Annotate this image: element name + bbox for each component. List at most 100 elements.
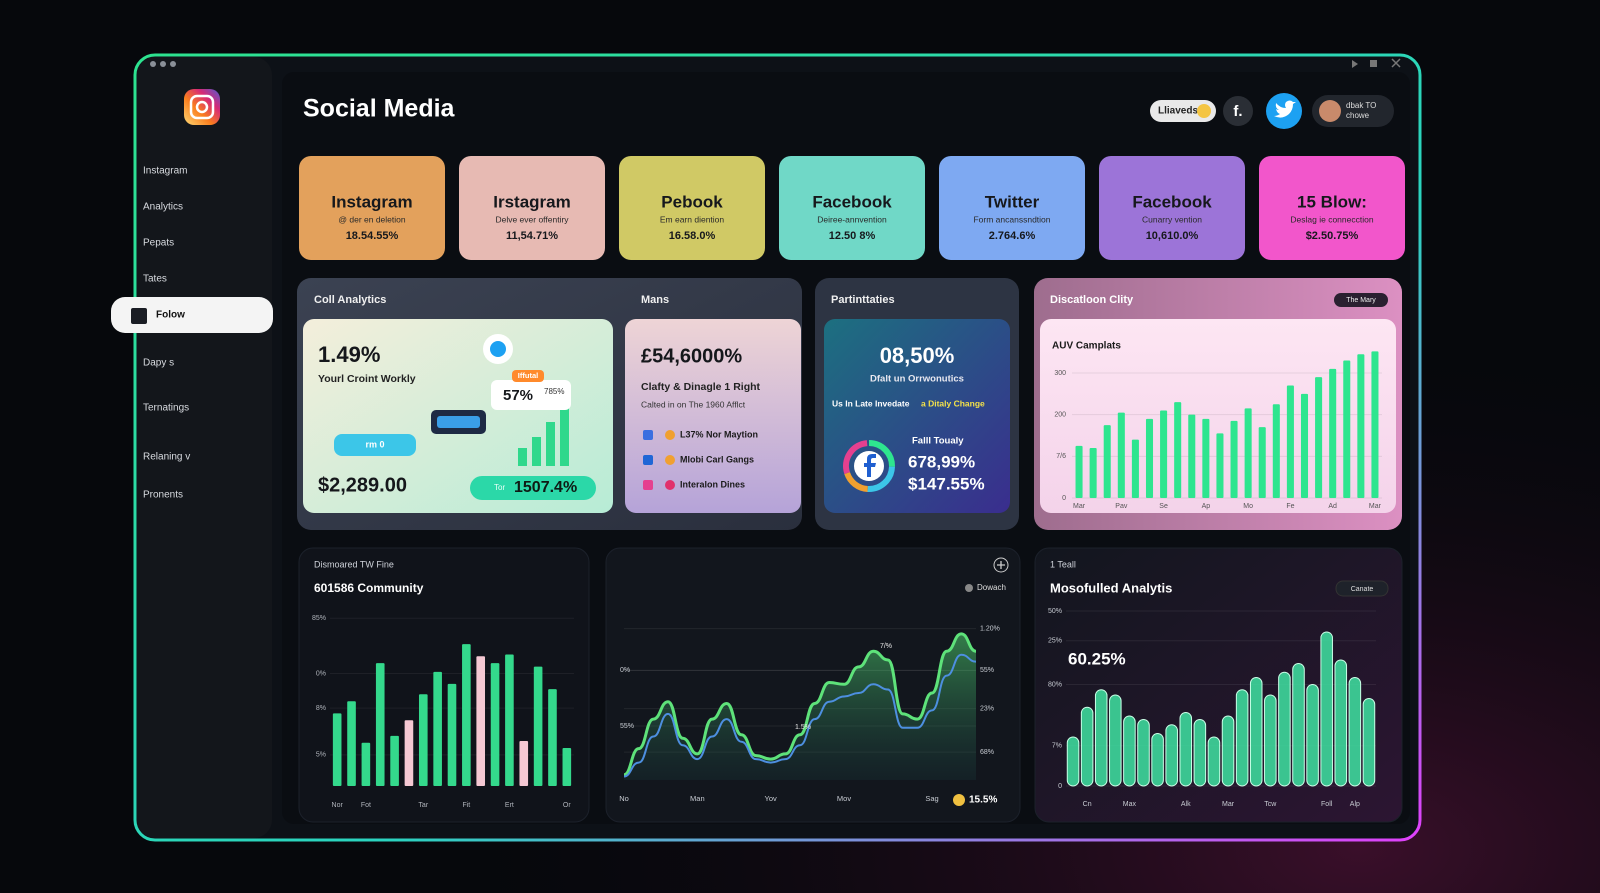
bar (1278, 671, 1291, 787)
stat-bubble-tag-text: Iffutal (518, 371, 538, 380)
instagram-logo-lens (195, 100, 209, 114)
nav-item[interactable]: Analytics (143, 202, 183, 213)
nav-item[interactable]: Dapy s (143, 358, 174, 369)
stat-card[interactable] (299, 156, 445, 260)
stat-card-value: 16.58.0% (669, 230, 716, 242)
panel-button-text: The Mary (1346, 297, 1376, 304)
partnerships-label: Falll Toualy (912, 436, 964, 447)
bar (404, 720, 414, 786)
stat-card[interactable] (619, 156, 765, 260)
bar (1315, 377, 1323, 498)
badge-pill[interactable] (1150, 100, 1216, 122)
bar (1329, 368, 1337, 498)
nav-item[interactable]: Folow (156, 310, 185, 321)
chart-highlight: 60.25% (1068, 649, 1126, 668)
list-icon (643, 480, 653, 490)
list-icon (643, 455, 653, 465)
x-tick-label: Sag (925, 794, 938, 803)
chart-panel (298, 547, 590, 823)
bar (1371, 351, 1379, 498)
area-fill (624, 633, 976, 780)
user-name: dbak TO (1346, 101, 1376, 110)
y-tick-label: 5% (316, 752, 326, 759)
annotation: 7/% (880, 643, 892, 650)
bar (1117, 412, 1125, 498)
panel-button[interactable] (1335, 580, 1389, 597)
bar (1357, 354, 1365, 498)
x-tick-label: Mar (1369, 503, 1382, 510)
mans-item: L37% Nor Maytion (680, 429, 758, 439)
x-tick-label: Or (563, 802, 571, 809)
nav-item[interactable]: Instagram (143, 166, 187, 177)
bar (1188, 414, 1196, 498)
y-tick-label: 85% (312, 615, 326, 622)
stat-card[interactable] (1099, 156, 1245, 260)
nav-item[interactable]: Tates (143, 274, 167, 285)
bar (1165, 724, 1178, 787)
x-tick-label: Fe (1286, 503, 1294, 510)
y-tick-label: 50% (1048, 608, 1062, 615)
partnerships-caption: Dfalt un Orrwonutics (870, 374, 964, 385)
add-button[interactable] (993, 557, 1009, 573)
analytics-caption: Yourl Croint Workly (318, 373, 416, 385)
mans-caption: Calted in on The 1960 Afflct (641, 399, 746, 409)
donut-segment (843, 440, 868, 474)
stat-card-title: Pebook (661, 192, 723, 211)
donut-segment (867, 466, 895, 492)
badge-text: Lliaveds (1158, 106, 1198, 117)
bar (1103, 425, 1111, 498)
nav-item[interactable]: Pepats (143, 238, 174, 249)
twitter-bird (1274, 100, 1296, 118)
panel-button-text: Canate (1351, 586, 1374, 593)
x-tick-label: Man (690, 794, 705, 803)
growth-value: 1507.4% (514, 479, 577, 496)
bar (418, 694, 428, 786)
y-tick-label: 7% (1052, 743, 1062, 750)
stat-card-value: 2.764.6% (989, 230, 1036, 242)
window-close[interactable] (1391, 58, 1401, 68)
panel-button-icon[interactable] (965, 584, 973, 592)
stat-card[interactable] (459, 156, 605, 260)
y-tick-label: 23% (980, 706, 994, 713)
bar (1320, 631, 1333, 787)
chart-title: AUV Camplats (1052, 341, 1121, 352)
x-tick-label: Foll (1321, 801, 1333, 808)
stat-card-subtitle: Cunarry vention (1142, 214, 1202, 224)
y-tick-label: 300 (1054, 370, 1066, 377)
bar (1202, 418, 1210, 498)
nav-item[interactable]: Pronents (143, 490, 183, 501)
partnerships-value3: $147.55% (908, 474, 985, 493)
stat-card[interactable] (939, 156, 1085, 260)
y-tick-label: 80% (1048, 681, 1062, 688)
bar (375, 663, 385, 786)
bar (476, 656, 486, 786)
panel-button[interactable] (1334, 293, 1388, 307)
x-tick-label: Cn (1083, 801, 1092, 808)
bar (1179, 712, 1193, 787)
bar (1109, 694, 1122, 787)
x-tick-label: Tcw (1264, 801, 1277, 808)
x-tick-label: Alk (1181, 801, 1191, 808)
stat-card[interactable] (1259, 156, 1405, 260)
y-tick-label: 55% (980, 667, 994, 674)
bar (361, 742, 371, 786)
facebook-button[interactable] (1223, 96, 1253, 126)
bar (1334, 659, 1348, 787)
partnerships-highlight: a Ditaly Change (921, 398, 985, 408)
panel-title: Mans (641, 294, 669, 306)
nav-active-pill[interactable] (111, 297, 273, 333)
nav-item[interactable]: Ternatings (143, 403, 189, 414)
panel-button-text: Dowach (977, 583, 1006, 592)
window-control[interactable] (1352, 60, 1358, 68)
nav-item[interactable]: Relaning v (143, 452, 190, 463)
analytics-amount: $2,289.00 (318, 474, 407, 496)
stat-card[interactable] (779, 156, 925, 260)
facebook-glyph (864, 454, 876, 477)
bar (1094, 689, 1108, 787)
chart-title: 601586 Community (314, 581, 424, 595)
panel-title: Partinttaties (831, 294, 895, 306)
x-tick-label: Mar (1073, 503, 1086, 510)
bar (1080, 706, 1094, 787)
window-control[interactable] (1370, 60, 1377, 67)
